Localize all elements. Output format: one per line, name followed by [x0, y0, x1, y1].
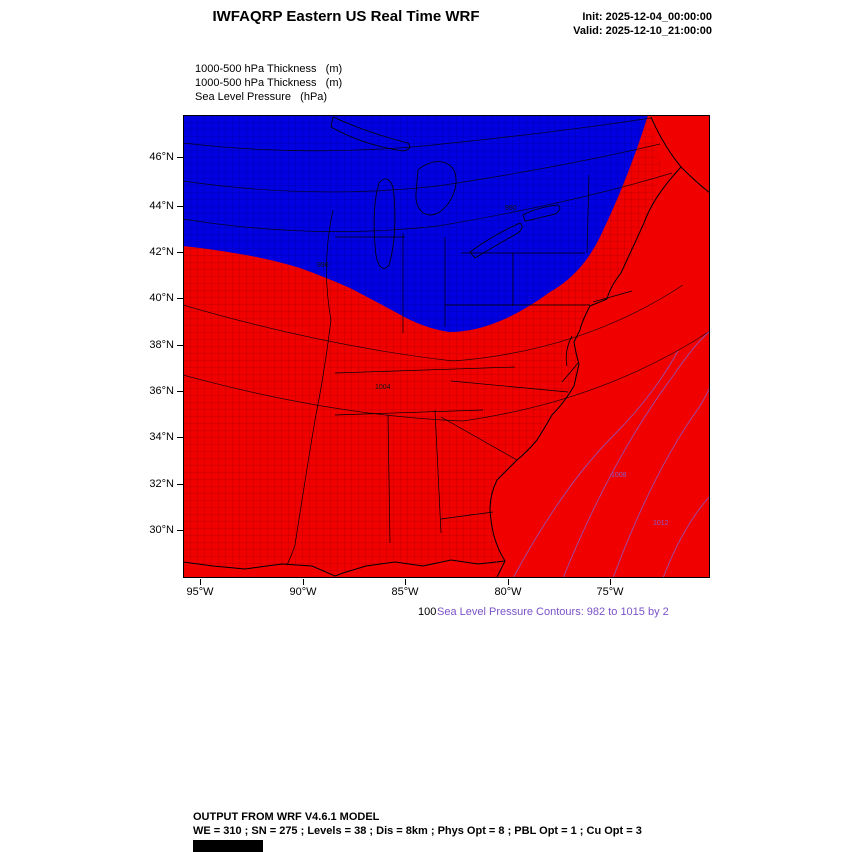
lon-label-85w: 85°W	[391, 586, 419, 598]
field-legend: 1000-500 hPa Thickness (m) 1000-500 hPa …	[195, 62, 342, 104]
lat-tick	[177, 298, 183, 299]
contour-label: 1008	[611, 472, 627, 479]
contour-label: 990	[505, 205, 517, 212]
legend-line-slp: Sea Level Pressure (hPa)	[195, 91, 328, 103]
lon-label-90w: 90°W	[289, 586, 317, 598]
caption-fragment: 100	[418, 606, 437, 618]
page-title: IWFAQRP Eastern US Real Time WRF	[212, 8, 480, 25]
lon-tick	[200, 579, 201, 585]
legend-line-thickness-contour: 1000-500 hPa Thickness (m)	[195, 77, 343, 89]
legend-line-thickness-fill: 1000-500 hPa Thickness (m)	[195, 63, 343, 75]
lat-tick	[177, 206, 183, 207]
coastline	[183, 116, 710, 578]
lat-label-38n: 38°N	[149, 339, 174, 351]
footer-config-line: WE = 310 ; SN = 275 ; Levels = 38 ; Dis …	[193, 825, 642, 837]
footer-model-line: OUTPUT FROM WRF V4.6.1 MODEL	[193, 811, 380, 823]
map-border	[183, 115, 710, 578]
slp-contour-caption: Sea Level Pressure Contours: 982 to 1015…	[437, 606, 669, 618]
slp-contours	[512, 330, 710, 578]
lon-tick	[405, 579, 406, 585]
contour-labels: 990 996 1004 1008 1012	[317, 205, 669, 527]
state-boundaries	[286, 174, 590, 566]
weather-map: 990 996 1004 1008 1012	[183, 115, 710, 578]
lat-tick	[177, 252, 183, 253]
lat-tick	[177, 345, 183, 346]
footer-black-bar	[193, 840, 263, 852]
lon-label-75w: 75°W	[596, 586, 624, 598]
great-lakes-outline	[330, 116, 561, 269]
weather-map-svg: 990 996 1004 1008 1012	[183, 115, 710, 578]
lat-label-40n: 40°N	[149, 292, 174, 304]
lon-tick	[508, 579, 509, 585]
lat-label-44n: 44°N	[149, 200, 174, 212]
contour-label: 1004	[375, 384, 391, 391]
lat-label-30n: 30°N	[149, 524, 174, 536]
lat-tick	[177, 437, 183, 438]
contour-label: 1012	[653, 520, 669, 527]
lon-label-80w: 80°W	[494, 586, 522, 598]
lon-label-95w: 95°W	[186, 586, 214, 598]
init-timestamp: Init: 2025-12-04_00:00:00	[582, 11, 712, 23]
thickness-contours	[183, 117, 710, 422]
run-times: Init: 2025-12-04_00:00:00 Valid: 2025-12…	[546, 10, 712, 38]
lat-label-34n: 34°N	[149, 431, 174, 443]
lat-label-32n: 32°N	[149, 478, 174, 490]
lat-label-36n: 36°N	[149, 385, 174, 397]
lat-label-46n: 46°N	[149, 151, 174, 163]
lat-tick	[177, 484, 183, 485]
lat-tick	[177, 530, 183, 531]
lon-tick	[303, 579, 304, 585]
lat-label-42n: 42°N	[149, 246, 174, 258]
contour-label: 996	[317, 262, 329, 269]
lat-tick	[177, 391, 183, 392]
lat-tick	[177, 157, 183, 158]
valid-timestamp: Valid: 2025-12-10_21:00:00	[573, 25, 712, 37]
lon-tick	[610, 579, 611, 585]
